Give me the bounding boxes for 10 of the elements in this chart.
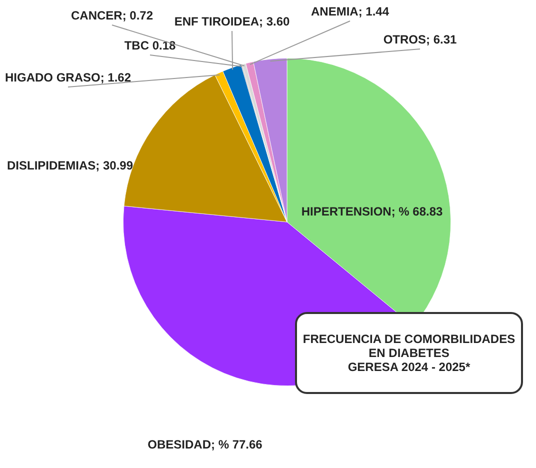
slice-label: DISLIPIDEMIAS; 30.99 <box>6 158 134 172</box>
text: FRECUENCIA DE COMORBILIDADES EN DIABETES GERESA 2024 - 2025* <box>295 312 523 394</box>
slice-label: HIGADO GRASO; 1.62 <box>4 70 132 84</box>
slice-label: ENF TIROIDEA; 3.60 <box>174 14 290 28</box>
slice-label: TBC 0.18 <box>124 38 176 52</box>
slice-label: OTROS; 6.31 <box>383 32 457 46</box>
slice-label: HIPERTENSION; % 68.83 <box>301 204 444 218</box>
slice-label: ANEMIA; 1.44 <box>310 4 390 18</box>
slice-label: CANCER; 0.72 <box>70 8 154 22</box>
slice-label: OBESIDAD; % 77.66 <box>148 437 263 452</box>
